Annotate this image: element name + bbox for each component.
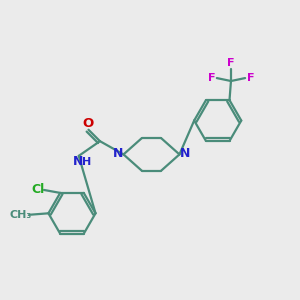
- Text: F: F: [247, 73, 254, 83]
- Text: CH₃: CH₃: [10, 210, 32, 220]
- Text: F: F: [208, 73, 215, 83]
- Text: N: N: [180, 147, 190, 160]
- Text: F: F: [227, 58, 235, 68]
- Text: O: O: [83, 117, 94, 130]
- Text: H: H: [82, 158, 91, 167]
- Text: N: N: [73, 155, 83, 168]
- Text: Cl: Cl: [31, 183, 44, 196]
- Text: N: N: [112, 147, 123, 160]
